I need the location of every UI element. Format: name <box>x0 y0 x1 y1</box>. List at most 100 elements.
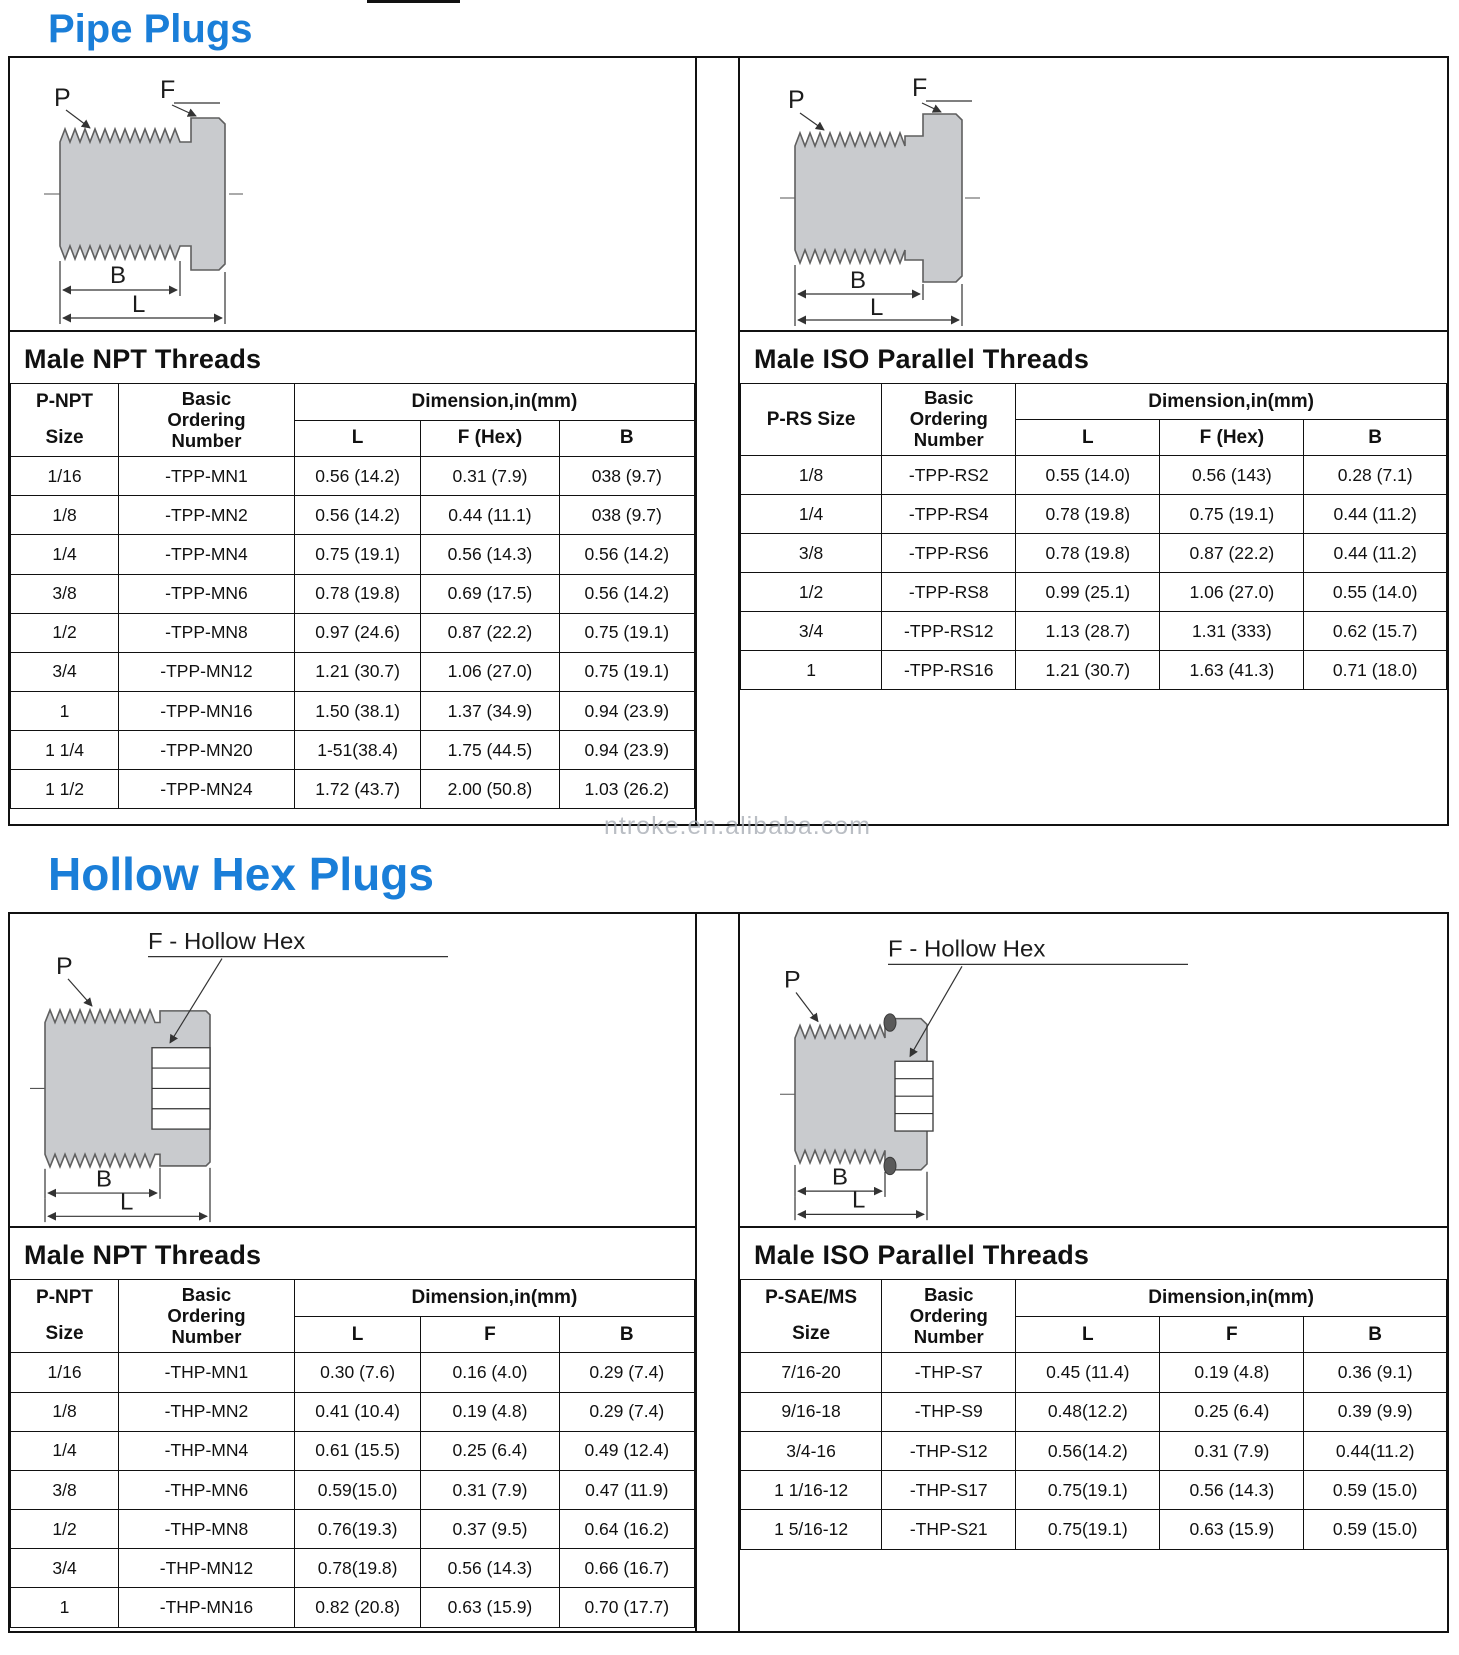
table-cell: 0.44 (11.2) <box>1303 533 1447 573</box>
table-row: 1/16 -TPP-MN1 0.56 (14.2) 0.31 (7.9) 038 (9.… <box>9 456 696 497</box>
table-cell: -THP-MN1 <box>118 1352 295 1393</box>
table-cell: 0.87 (22.2) <box>420 612 560 653</box>
table-row: 1/4 -THP-MN4 0.61 (15.5) 0.25 (6.4) 0.49 (12… <box>9 1430 696 1471</box>
dimension-b-label: B <box>832 1165 848 1191</box>
col-header-f: F <box>1159 1315 1305 1354</box>
dimension-l-label: L <box>120 1190 133 1216</box>
table-cell: 0.56 (14.2) <box>558 573 696 614</box>
table-cell: 3/4-16 <box>739 1430 883 1472</box>
pipe-plugs-section: P F B L Male NPT Threads P-NPT Size <box>8 56 1449 826</box>
table-cell: -THP-MN16 <box>118 1587 295 1628</box>
table-cell: 0.78(19.8) <box>293 1548 422 1589</box>
table-cell: 0.62 (15.7) <box>1303 611 1447 651</box>
table-cell: 2.00 (50.8) <box>420 769 560 810</box>
table-cell: 0.28 (7.1) <box>1303 455 1447 495</box>
col-header-l: L <box>1015 419 1161 456</box>
plug-body <box>59 117 226 271</box>
table-cell: 0.39 (9.9) <box>1303 1391 1447 1432</box>
diagram-hollow-hex-npt: P F - Hollow Hex B L <box>10 914 695 1226</box>
table-cell: -THP-S17 <box>881 1470 1017 1511</box>
table-cell: 0.44 (11.1) <box>420 495 560 536</box>
table-cell: 3/8 <box>9 1469 120 1511</box>
table-cell: 0.37 (9.5) <box>420 1509 560 1550</box>
table-row: 1 1/2 -TPP-MN24 1.72 (43.7) 2.00 (50.8) 1.03… <box>9 769 696 810</box>
table-cell: 1/8 <box>9 495 120 536</box>
table-cell: 1/4 <box>739 494 883 534</box>
table-cell: 0.75 (19.1) <box>1159 494 1305 534</box>
table-heading-male-npt: Male NPT Threads <box>10 330 695 383</box>
table-cell: 0.75(19.1) <box>1015 1470 1161 1511</box>
table-cell: 1.13 (28.7) <box>1015 611 1161 651</box>
table-row: 1 -THP-MN16 0.82 (20.8) 0.63 (15.9) 0.70 (17… <box>9 1587 696 1628</box>
table-cell: 0.59 (15.0) <box>1303 1509 1447 1550</box>
watermark: ntroke.en.alibaba.com <box>604 812 871 840</box>
table-cell: -TPP-MN6 <box>118 573 295 614</box>
table-cell: 0.56 (14.3) <box>1159 1470 1305 1511</box>
col-header-b: B <box>1303 1315 1447 1354</box>
table-cell: 1 1/4 <box>9 730 120 771</box>
label-f: F <box>160 76 175 104</box>
table-cell: -TPP-RS2 <box>881 455 1017 495</box>
label-p: P <box>788 86 805 114</box>
label-p: P <box>56 954 73 981</box>
o-ring <box>883 1157 897 1176</box>
table-cell: 0.63 (15.9) <box>1159 1509 1305 1550</box>
table-cell: 1.50 (38.1) <box>293 690 422 732</box>
table-cell: -THP-MN12 <box>118 1548 295 1589</box>
table-cell: 1/2 <box>9 612 120 653</box>
table-cell: 0.41 (10.4) <box>293 1391 422 1432</box>
table-cell: 0.97 (24.6) <box>293 612 422 653</box>
table-cell: -THP-S12 <box>881 1430 1017 1472</box>
leader-line-p <box>795 992 819 1023</box>
table-cell: 0.99 (25.1) <box>1015 572 1161 612</box>
table-cell: 3/8 <box>9 573 120 614</box>
table-row: 1 -TPP-MN16 1.50 (38.1) 1.37 (34.9) 0.94 (23… <box>9 690 696 732</box>
plug-body <box>794 1018 928 1171</box>
table-cell: -TPP-MN4 <box>118 534 295 575</box>
table-cell: -THP-S9 <box>881 1391 1017 1432</box>
plug-body <box>794 113 963 283</box>
table-cell: 0.25 (6.4) <box>420 1430 560 1471</box>
table-cell: 038 (9.7) <box>558 456 696 497</box>
table-cell: 1 5/16-12 <box>739 1509 883 1550</box>
table-row: 9/16-18 -THP-S9 0.48(12.2) 0.25 (6.4) 0.39 (… <box>739 1391 1447 1432</box>
leader-line-f <box>909 966 963 1058</box>
col-header-l: L <box>293 1315 422 1354</box>
table-cell: -THP-S21 <box>881 1509 1017 1550</box>
col-header-b: B <box>1303 419 1447 456</box>
table-cell: 0.44 (11.2) <box>1303 494 1447 534</box>
col-header-ordering-number: Basic Ordering Number <box>881 1279 1017 1354</box>
label-f-hollow-hex: F - Hollow Hex <box>888 937 1046 963</box>
leader-line-f <box>169 958 223 1044</box>
table-cell: 0.76(19.3) <box>293 1509 422 1550</box>
table-cell: 0.16 (4.0) <box>420 1352 560 1393</box>
table-cell: 0.78 (19.8) <box>1015 494 1161 534</box>
table-cell: -TPP-MN1 <box>118 456 295 497</box>
diagram-hollow-hex-iso: P F - Hollow Hex B L <box>740 914 1447 1226</box>
col-header-b: B <box>558 1315 696 1354</box>
table-cell: -TPP-RS6 <box>881 533 1017 573</box>
table-cell: 1 1/2 <box>9 769 120 810</box>
table-cell: 0.66 (16.7) <box>558 1548 696 1589</box>
table-cell: 0.29 (7.4) <box>558 1391 696 1432</box>
col-header-f: F <box>420 1315 560 1354</box>
table-cell: 0.56 (14.3) <box>420 1548 560 1589</box>
col-header-size: P-RS Size <box>739 383 883 456</box>
table-cell: 0.56(14.2) <box>1015 1430 1161 1472</box>
table-row: 1 1/4 -TPP-MN20 1-51(38.4) 1.75 (44.5) 0.94 … <box>9 730 696 771</box>
table-cell: 1 <box>739 650 883 690</box>
table-cell: 0.19 (4.8) <box>420 1391 560 1432</box>
table-cell: 1 1/16-12 <box>739 1470 883 1511</box>
pipe-plug-iso-drawing: P F B L <box>780 74 980 326</box>
table-row: 1/2 -TPP-MN8 0.97 (24.6) 0.87 (22.2) 0.75 (1… <box>9 612 696 653</box>
dimension-l-label: L <box>132 291 145 318</box>
leader-line-f <box>921 102 942 113</box>
dimension-b-label: B <box>96 1167 112 1193</box>
panel-divider <box>697 914 738 1631</box>
table-row: 1 5/16-12 -THP-S21 0.75(19.1) 0.63 (15.9) 0.… <box>739 1509 1447 1550</box>
col-header-ordering-number: Basic Ordering Number <box>118 382 295 458</box>
table-row: 1/16 -THP-MN1 0.30 (7.6) 0.16 (4.0) 0.29 (7.… <box>9 1352 696 1393</box>
table-row: 1/2 -TPP-RS8 0.99 (25.1) 1.06 (27.0) 0.55 (1… <box>739 572 1447 612</box>
dimension-l-label: L <box>870 294 883 321</box>
table-cell: 0.55 (14.0) <box>1015 455 1161 495</box>
